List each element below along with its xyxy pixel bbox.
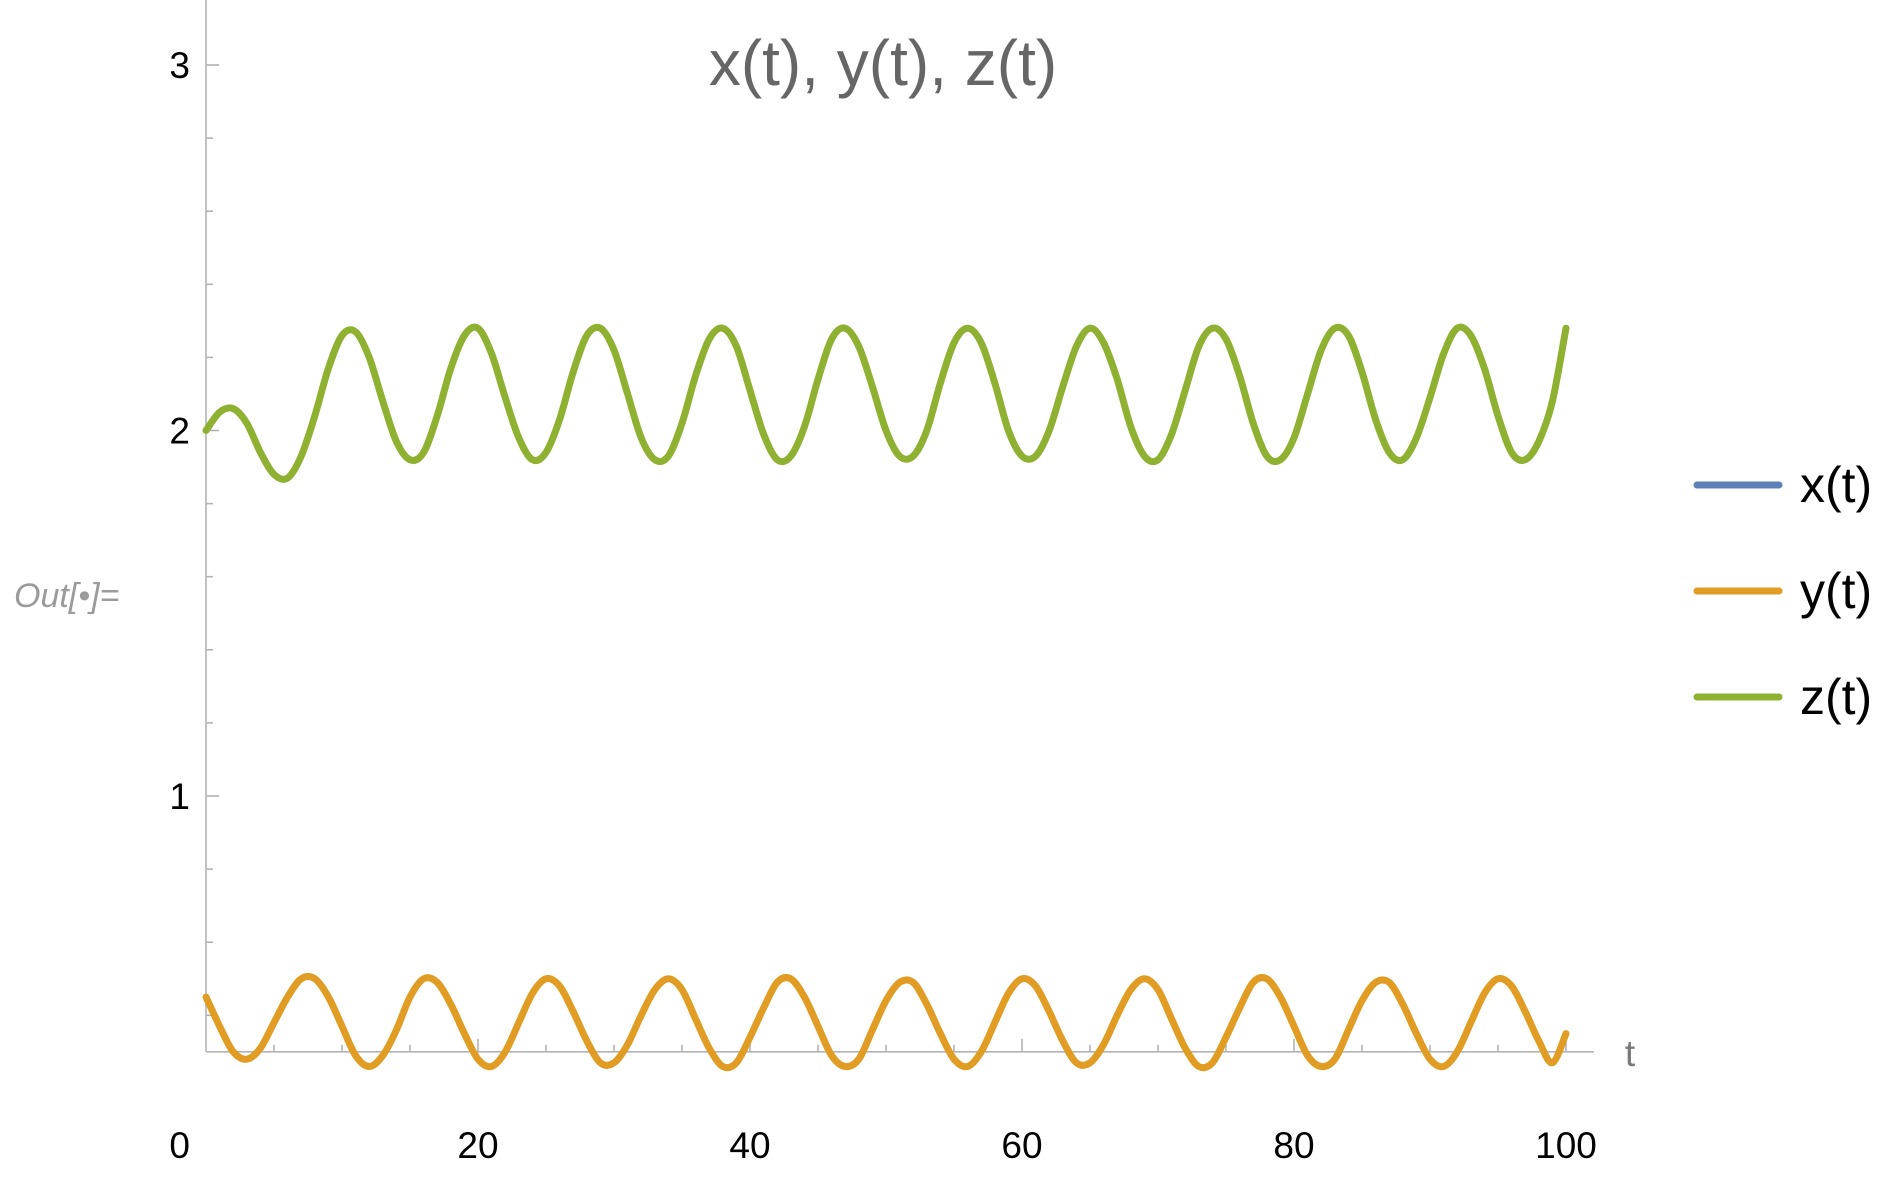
output-cell-label: Out[•]= [14,577,119,615]
y-tick-label: 3 [169,45,190,86]
y-tick-label: 2 [169,411,190,452]
axes: 20406080100012345t [169,0,1636,1166]
x-tick-label: 100 [1535,1125,1597,1166]
plot-series [202,323,1570,1072]
series-line-yt [202,972,1570,1072]
x-tick-label: 40 [729,1125,770,1166]
legend: x(t) y(t) z(t) [1693,457,1872,725]
legend-label-yt: y(t) [1800,563,1872,619]
x-tick-label: 60 [1001,1125,1042,1166]
chart-title: x(t), y(t), z(t) [709,27,1057,99]
y-tick-label: 0 [169,1125,190,1166]
x-axis-label: t [1625,1033,1636,1074]
y-tick-label: 1 [169,776,190,817]
x-tick-label: 20 [457,1125,498,1166]
series-line-zt [202,323,1570,483]
legend-label-zt: z(t) [1800,669,1872,725]
legend-label-xt: x(t) [1800,457,1872,513]
x-tick-label: 80 [1273,1125,1314,1166]
